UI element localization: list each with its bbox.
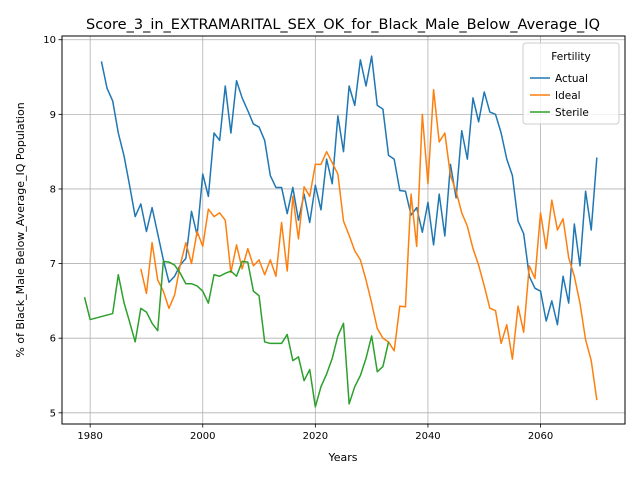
x-tick-label: 1980 <box>77 431 102 442</box>
x-tick-label: 2040 <box>415 431 440 442</box>
legend-label-ideal: Ideal <box>555 90 581 102</box>
y-tick-label: 9 <box>50 110 56 121</box>
y-tick-label: 7 <box>50 259 56 270</box>
x-tick-label: 2060 <box>528 431 553 442</box>
legend-box <box>522 42 620 125</box>
x-tick-label: 2020 <box>303 431 328 442</box>
legend-label-actual: Actual <box>555 73 588 85</box>
legend: Fertility Actual Ideal Sterile <box>522 42 620 125</box>
x-tick-label: 2000 <box>190 431 215 442</box>
series-lines <box>83 55 598 408</box>
series-line-ideal <box>140 88 598 401</box>
legend-title: Fertility <box>551 51 590 63</box>
y-tick-label: 10 <box>43 35 56 46</box>
legend-label-sterile: Sterile <box>555 107 589 119</box>
y-axis-label: % of Black_Male Below_Average_IQ Populat… <box>14 102 27 357</box>
x-axis-label: Years <box>327 451 357 464</box>
y-tick-label: 6 <box>50 334 56 345</box>
y-tick-label: 8 <box>50 184 56 195</box>
y-tick-label: 5 <box>50 408 56 419</box>
series-line-sterile <box>83 260 390 408</box>
axis-ticks: 1980 2000 2020 2040 2060 5 6 7 8 9 10 <box>43 35 553 442</box>
plot-frame <box>61 35 626 425</box>
chart-title: Score_3_in_EXTRAMARITAL_SEX_OK_for_Black… <box>86 17 600 33</box>
series-line-actual <box>100 55 598 326</box>
